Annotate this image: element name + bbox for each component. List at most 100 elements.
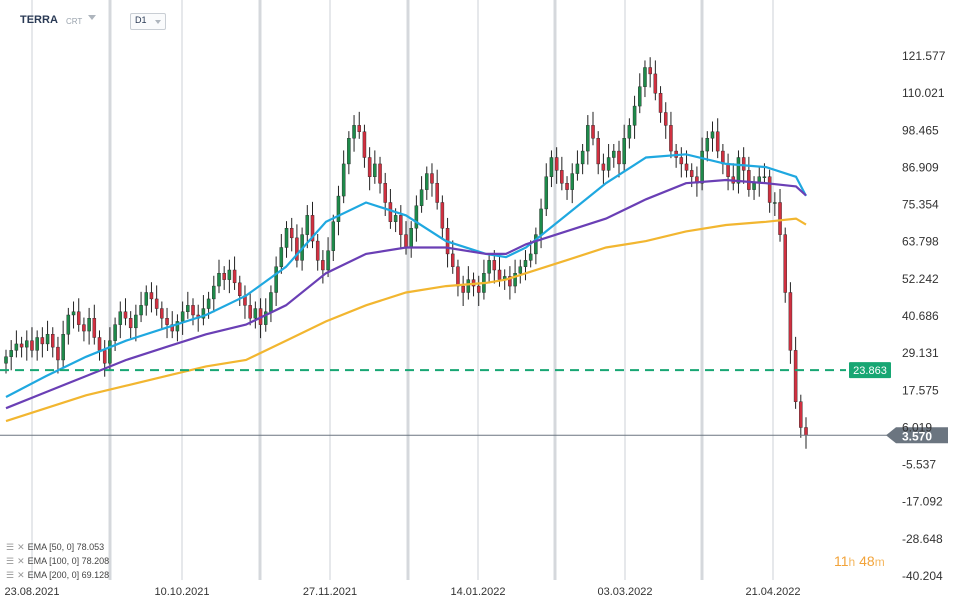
candle [165,307,169,339]
candle-body [232,269,237,284]
candle-body [144,292,149,306]
candle-body [227,269,232,280]
ema-line-2 [5,178,807,410]
candle-body [212,285,216,300]
candle-body [347,138,351,165]
candle-body [160,308,164,319]
candle-body [35,337,39,351]
candle-body [523,260,528,267]
candle [560,156,564,191]
candle [144,285,149,316]
candle [622,124,626,171]
candle [269,285,273,323]
candle [497,256,502,287]
candle-body [310,215,315,242]
candlestick-series [4,57,808,449]
close-icon[interactable]: ✕ [17,556,25,566]
candle-body [580,150,585,165]
close-icon[interactable]: ✕ [17,542,25,552]
candle [305,205,310,249]
candle [767,169,772,213]
candle [326,237,330,278]
candle-body [409,228,413,248]
candle [45,320,50,351]
candle-body [154,298,159,309]
current-price-badge[interactable] [886,427,948,444]
candle [606,143,611,178]
candle-body [102,350,107,364]
candle [518,259,523,284]
symbol-dropdown-icon[interactable] [88,15,96,20]
close-icon[interactable]: ✕ [17,570,25,580]
candle-body [648,67,652,75]
candle [61,320,65,368]
candle-body [19,343,24,348]
legend-ema-200[interactable]: ☰ ✕ EMA [200, 0] 69.128 [6,570,109,581]
candle-body [201,308,206,319]
candle-body [788,292,793,351]
x-tick-label: 21.04.2022 [745,586,800,598]
candle [773,192,777,216]
candle-body [362,131,367,158]
chevron-down-icon [155,20,161,24]
candle [425,166,429,200]
countdown-minutes: 48 [859,553,875,569]
candle [476,275,481,306]
candle-body [97,337,102,351]
candle-body [92,318,97,338]
candle-body [528,253,533,261]
candle [627,118,632,149]
candle [175,314,180,342]
candle-body [689,170,694,177]
candle [461,275,465,306]
candle-body [570,173,574,190]
ema-series [5,153,807,423]
candle-body [513,273,517,287]
x-tick-label: 03.03.2022 [597,586,652,598]
y-tick-label: 98.465 [902,123,939,137]
price-level-badge[interactable] [849,362,891,379]
price-level-label: 23.863 [853,365,887,377]
candle [653,60,658,101]
candle [601,153,606,184]
candle [658,86,663,123]
candle-body [591,125,595,139]
candle [487,253,491,284]
candle-body [596,138,600,165]
candle [40,327,45,358]
candle-body [326,250,330,271]
candle-body [539,208,543,235]
candle [783,227,787,303]
candle-body [430,173,434,184]
candle-body [497,269,502,280]
candle-body [726,163,730,177]
candle [191,298,195,326]
symbol-name[interactable]: TERRA [20,14,58,26]
candle-body [622,138,626,165]
candle-body [238,282,242,296]
y-tick-label: 121.577 [902,49,946,63]
candle-body [736,157,741,184]
candle-body [9,350,13,357]
candle [508,266,512,300]
settings-icon[interactable]: ☰ [6,570,15,580]
candle [580,143,585,175]
candle [154,285,159,316]
candle-body [617,150,621,165]
candle-body [425,173,429,190]
legend-ema-100[interactable]: ☰ ✕ EMA [100, 0] 78.208 [6,556,109,567]
candle-body [274,266,278,293]
settings-icon[interactable]: ☰ [6,556,15,566]
candle [544,163,549,216]
horizontal-levels[interactable]: 23.863 3.570 [0,362,948,444]
legend-ema-50[interactable]: ☰ ✕ EMA [50, 0] 78.053 [6,542,104,553]
settings-icon[interactable]: ☰ [6,542,15,552]
candle-body [139,305,143,316]
timeframe-select[interactable]: D1 [130,13,166,30]
candle [321,250,325,284]
candle-body [700,150,704,184]
candle [253,301,258,329]
candle-body [710,131,715,139]
candle-body [627,125,632,139]
